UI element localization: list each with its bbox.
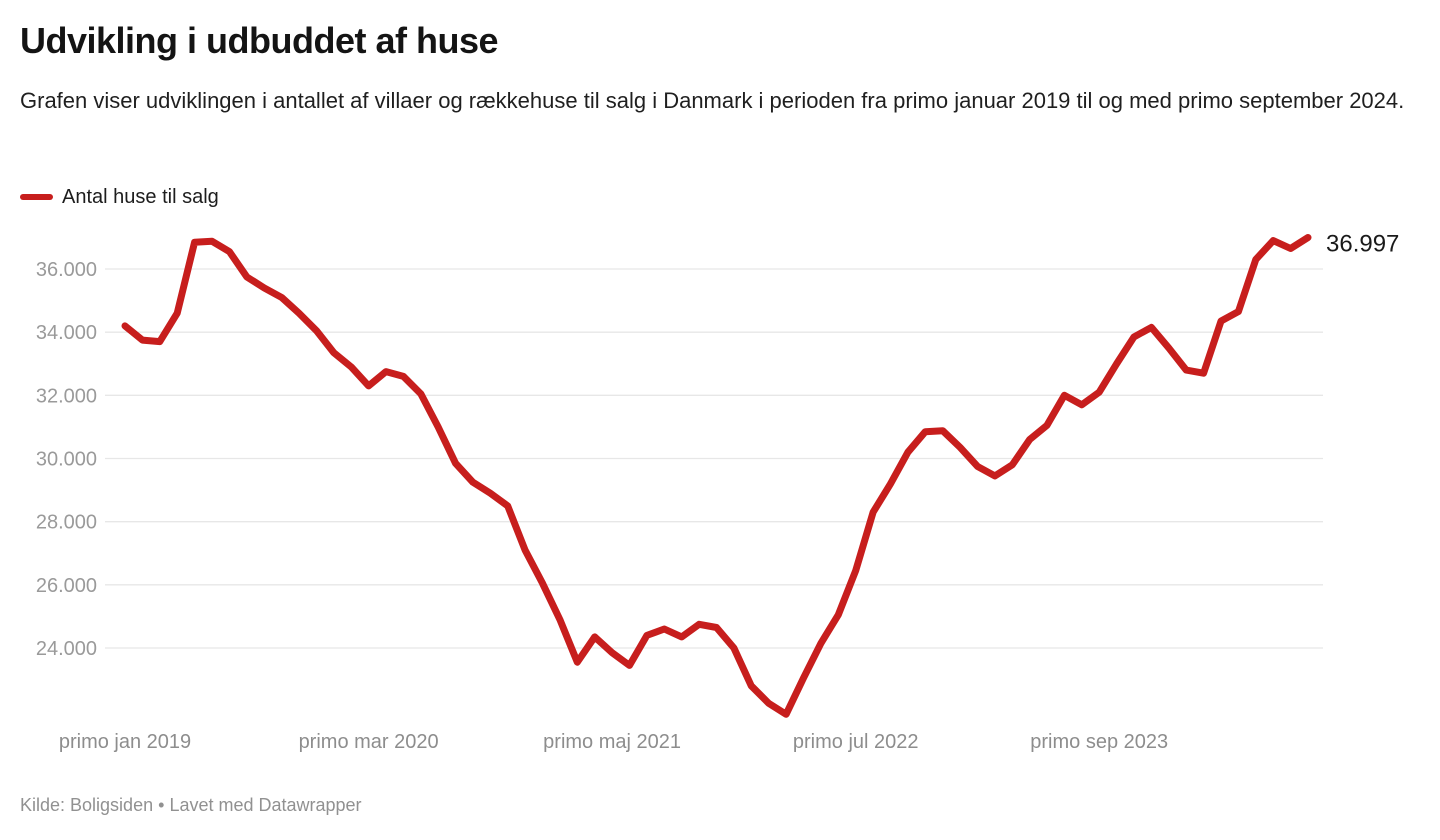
datawrapper-attribution-link[interactable]: Lavet med Datawrapper [169,795,362,815]
y-axis-tick-label: 26.000 [36,575,97,597]
y-axis-tick-label: 30.000 [36,449,97,471]
x-axis-tick-label: primo mar 2020 [299,731,439,753]
series-end-value-label: 36.997 [1326,231,1399,258]
x-axis-tick-label: primo sep 2023 [1030,731,1168,753]
chart-description: Grafen viser udviklingen i antallet af v… [20,88,1405,113]
x-axis-tick-label: primo jul 2022 [793,731,919,753]
x-axis-tick-label: primo maj 2021 [543,731,681,753]
chart-title: Udvikling i udbuddet af huse [20,20,499,61]
y-axis-tick-label: 28.000 [36,512,97,534]
x-axis-tick-label: primo jan 2019 [59,731,191,753]
series-line-antal-huse [121,234,1312,718]
footer-separator-dot: • [158,795,165,815]
legend-label: Antal huse til salg [62,185,219,208]
legend-line-swatch [20,194,53,200]
y-axis-tick-label: 24.000 [36,638,97,660]
source-text: Kilde: Boligsiden [20,795,154,815]
y-axis-tick-label: 32.000 [36,385,97,407]
y-axis-tick-label: 34.000 [36,322,97,344]
y-axis-tick-label: 36.000 [36,259,97,281]
legend: Antal huse til salg [20,185,219,209]
footer: Kilde: Boligsiden • Lavet med Datawrappe… [20,795,362,816]
